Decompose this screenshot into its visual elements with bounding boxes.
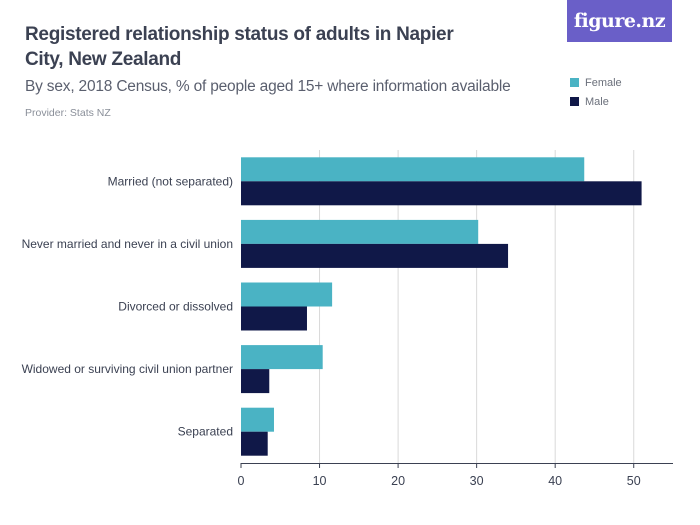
category-label-4: Separated — [178, 425, 233, 439]
category-label-3: Widowed or surviving civil union partner — [22, 362, 233, 376]
x-tick-label-20: 20 — [391, 474, 405, 488]
figure-nz-logo[interactable]: figure.nz — [567, 0, 672, 42]
bar-male-2 — [241, 306, 307, 331]
legend-label-female: Female — [585, 76, 622, 89]
legend-item-female: Female — [570, 73, 622, 92]
x-tick-label-30: 30 — [470, 474, 484, 488]
provider-note: Provider: Stats NZ — [25, 107, 111, 119]
chart-legend: Female Male — [570, 73, 622, 111]
chart-title: Registered relationship status of adults… — [25, 24, 454, 70]
bar-female-2 — [241, 282, 333, 307]
legend-label-male: Male — [585, 95, 609, 108]
legend-swatch-female — [570, 78, 579, 87]
category-label-1: Never married and never in a civil union — [22, 237, 233, 251]
category-label-2: Divorced or dissolved — [118, 300, 233, 314]
legend-swatch-male — [570, 97, 579, 106]
bar-female-3 — [241, 345, 323, 370]
bar-male-3 — [241, 369, 270, 394]
bar-female-0 — [241, 157, 585, 182]
x-tick-label-0: 0 — [238, 474, 245, 488]
x-tick-label-50: 50 — [627, 474, 641, 488]
bar-male-0 — [241, 181, 642, 206]
x-tick-label-10: 10 — [313, 474, 327, 488]
x-tick-label-40: 40 — [548, 474, 562, 488]
bar-female-4 — [241, 407, 274, 432]
chart-subtitle: By sex, 2018 Census, % of people aged 15… — [25, 78, 511, 95]
legend-item-male: Male — [570, 92, 622, 111]
bar-male-4 — [241, 431, 268, 456]
bar-female-1 — [241, 219, 479, 244]
bar-male-1 — [241, 243, 509, 268]
category-label-0: Married (not separated) — [108, 174, 233, 188]
